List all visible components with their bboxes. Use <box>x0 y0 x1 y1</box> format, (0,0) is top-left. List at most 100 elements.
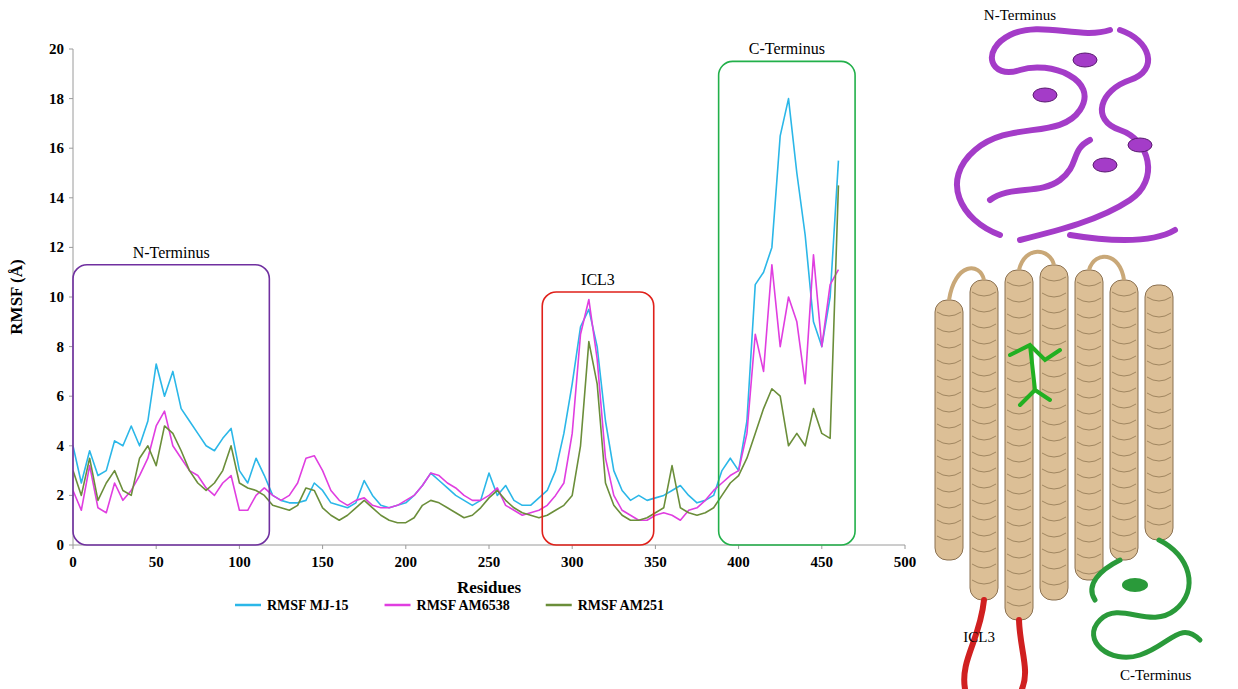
helix-stripe <box>1007 298 1031 302</box>
helix-stripe <box>1007 554 1031 558</box>
n-terminus-helix <box>1128 138 1152 152</box>
n-terminus-helix <box>1093 158 1117 172</box>
helix-stripe <box>1042 341 1066 345</box>
structure-label: ICL3 <box>963 629 995 645</box>
legend-label: RMSF MJ-15 <box>267 598 349 613</box>
helix-stripe <box>1042 549 1066 553</box>
x-tick <box>655 545 656 549</box>
helix-stripe <box>1007 410 1031 414</box>
helix-stripe <box>972 404 996 408</box>
helix-stripe <box>1007 570 1031 574</box>
helix-stripe <box>1007 458 1031 462</box>
helix-stripe <box>972 468 996 472</box>
c-terminus-loop <box>1092 540 1200 657</box>
y-tick-label: 4 <box>57 438 65 454</box>
x-tick-label: 100 <box>228 554 251 570</box>
helix-stripe <box>1112 372 1136 376</box>
helix-stripe <box>1147 377 1171 381</box>
tm-helix <box>1145 285 1173 540</box>
helix-stripe <box>972 548 996 552</box>
helix-stripe <box>1077 378 1101 382</box>
helix-stripe <box>1112 388 1136 392</box>
helix-stripe <box>1077 330 1101 334</box>
helix-stripe <box>1042 437 1066 441</box>
n-terminus-loop <box>957 29 1110 235</box>
helix-stripe <box>1042 389 1066 393</box>
helix-stripe <box>1147 489 1171 493</box>
helix-stripe <box>1042 325 1066 329</box>
y-tick <box>69 197 73 198</box>
helix-stripe <box>972 436 996 440</box>
helix-stripe <box>1112 340 1136 344</box>
helix-stripe <box>1077 314 1101 318</box>
y-tick <box>69 98 73 99</box>
y-tick <box>69 49 73 50</box>
helix-stripe <box>972 516 996 520</box>
helix-stripe <box>1112 324 1136 328</box>
helix-stripe <box>1147 297 1171 301</box>
helix-stripe <box>1147 521 1171 525</box>
y-tick-label: 8 <box>57 339 65 355</box>
ecl-loop <box>949 252 1124 300</box>
helix-stripe <box>972 500 996 504</box>
x-tick <box>905 545 906 549</box>
helix-stripe <box>1147 345 1171 349</box>
helix-stripe <box>1007 490 1031 494</box>
x-tick-label: 500 <box>894 554 917 570</box>
n-terminus-loop <box>1020 30 1148 240</box>
helix-stripe <box>972 452 996 456</box>
helix-stripe <box>1147 505 1171 509</box>
y-tick-label: 6 <box>57 388 65 404</box>
protein-structure <box>935 29 1200 689</box>
helix-stripe <box>1112 468 1136 472</box>
helix-stripe <box>1077 474 1101 478</box>
structure-label: C-Terminus <box>1120 667 1192 683</box>
structure-label: N-Terminus <box>984 7 1056 23</box>
x-tick-label: 150 <box>311 554 334 570</box>
helix-stripe <box>1007 586 1031 590</box>
helix-stripe <box>1147 457 1171 461</box>
helix-stripe <box>1042 485 1066 489</box>
x-axis-title: Residues <box>457 578 522 597</box>
helix-stripe <box>1077 410 1101 414</box>
helix-stripe <box>1112 404 1136 408</box>
helix-stripe <box>1007 538 1031 542</box>
helix-stripe <box>1112 516 1136 520</box>
y-tick-label: 14 <box>49 190 65 206</box>
helix-stripe <box>972 420 996 424</box>
helix-stripe <box>1147 393 1171 397</box>
helix-stripe <box>1042 293 1066 297</box>
figure: 0246810121416182005010015020025030035040… <box>0 0 1238 689</box>
x-tick <box>322 545 323 549</box>
x-tick-label: 300 <box>561 554 584 570</box>
helix-stripe <box>1007 362 1031 366</box>
helix-stripe <box>937 424 961 428</box>
helix-stripe <box>972 532 996 536</box>
helix-stripe <box>1042 581 1066 585</box>
helix-stripe <box>1112 452 1136 456</box>
y-tick-label: 10 <box>49 289 64 305</box>
n-terminus-loop <box>1070 230 1175 240</box>
region-label: ICL3 <box>581 271 615 288</box>
helix-stripe <box>972 356 996 360</box>
tm-helix <box>970 280 998 600</box>
helix-stripe <box>937 392 961 396</box>
n-terminus-loop <box>990 140 1090 200</box>
helix-stripe <box>1112 548 1136 552</box>
series-line <box>73 255 838 520</box>
legend-label: RMSF AM6538 <box>417 598 510 613</box>
region-box <box>73 265 269 545</box>
region-label: N-Terminus <box>133 244 210 261</box>
plot-area <box>73 99 838 523</box>
n-terminus-helix <box>1033 88 1057 102</box>
helix-stripe <box>1077 522 1101 526</box>
helix-stripe <box>1007 282 1031 286</box>
tm-helix <box>935 300 963 560</box>
y-tick-label: 16 <box>49 140 65 156</box>
helix-stripe <box>1007 442 1031 446</box>
tm-helix <box>1075 270 1103 580</box>
helix-stripe <box>1077 426 1101 430</box>
c-terminus-helix <box>1122 578 1148 592</box>
helix-stripe <box>1112 356 1136 360</box>
legend-swatch <box>385 604 411 607</box>
